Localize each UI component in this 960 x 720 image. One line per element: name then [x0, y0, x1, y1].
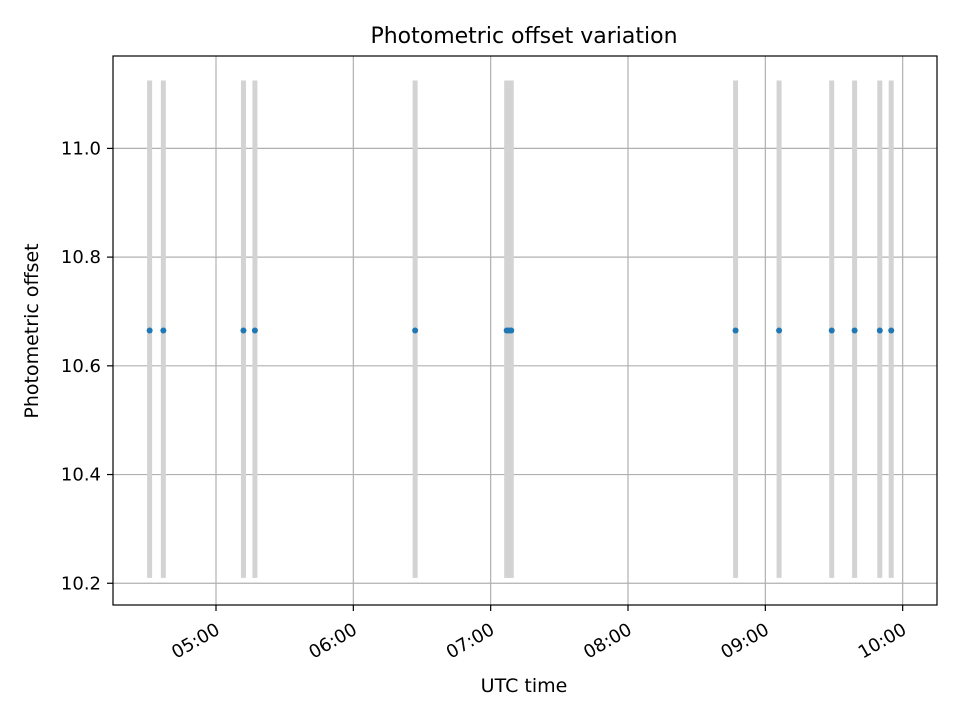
- x-tick-label: 05:00: [168, 619, 223, 663]
- data-point: [251, 327, 258, 334]
- data-point: [776, 327, 783, 334]
- data-point: [876, 327, 883, 334]
- y-tick-label: 10.8: [61, 247, 101, 268]
- data-point: [888, 327, 895, 334]
- x-tick-label: 06:00: [305, 619, 360, 663]
- x-tick-label: 07:00: [443, 619, 498, 663]
- x-tick-label: 08:00: [580, 619, 635, 663]
- data-point: [851, 327, 858, 334]
- data-point: [160, 327, 167, 334]
- data-point: [828, 327, 835, 334]
- data-points: [146, 327, 895, 334]
- x-axis-ticks: 05:00 06:00 07:00 08:00 09:00 10:00: [168, 605, 910, 663]
- y-tick-label: 10.2: [61, 573, 101, 594]
- grid-lines: [113, 56, 937, 605]
- y-tick-label: 10.4: [61, 465, 101, 486]
- data-point: [240, 327, 247, 334]
- x-tick-label: 10:00: [855, 619, 910, 663]
- x-axis-label: UTC time: [481, 675, 568, 697]
- data-point: [732, 327, 739, 334]
- plot-frame: [112, 55, 938, 606]
- y-tick-label: 11.0: [61, 138, 101, 159]
- data-point: [146, 327, 153, 334]
- data-point: [508, 327, 515, 334]
- data-point: [412, 327, 419, 334]
- chart-title: Photometric offset variation: [370, 24, 677, 49]
- y-tick-label: 10.6: [61, 356, 101, 377]
- y-axis-ticks: 10.2 10.4 10.6 10.8 11.0: [61, 138, 113, 594]
- x-tick-label: 09:00: [717, 619, 772, 663]
- y-axis-label: Photometric offset: [21, 243, 43, 418]
